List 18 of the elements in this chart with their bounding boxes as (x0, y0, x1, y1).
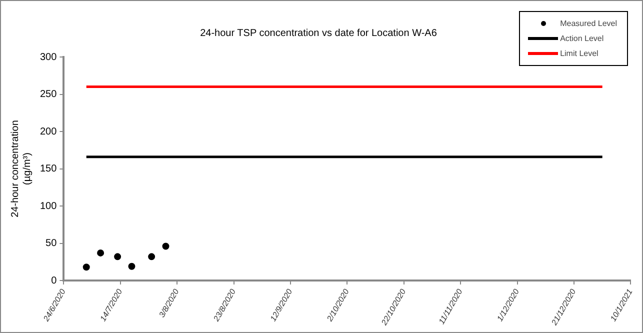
legend-label: Action Level (560, 34, 604, 43)
chart-title: 24-hour TSP concentration vs date for Location W-A6 (200, 28, 438, 39)
point (97, 249, 104, 256)
point (128, 262, 136, 270)
y-tick-label: 300 (40, 52, 58, 63)
y-axis-title: 24-hour concentration (µg/m³) (10, 120, 33, 218)
legend-label: Limit Level (560, 49, 598, 58)
y-tick-label: 0 (51, 275, 58, 286)
y-tick-label: 200 (40, 126, 58, 138)
y-tick-label: 150 (40, 164, 58, 175)
point (162, 242, 170, 250)
y-tick-label: 250 (40, 89, 58, 100)
y-tick-label: 100 (40, 200, 58, 212)
point (114, 253, 122, 260)
point (148, 253, 156, 260)
y-tick-label: 50 (46, 238, 58, 250)
point (82, 264, 90, 271)
legend-label: Measured Level (560, 19, 617, 28)
